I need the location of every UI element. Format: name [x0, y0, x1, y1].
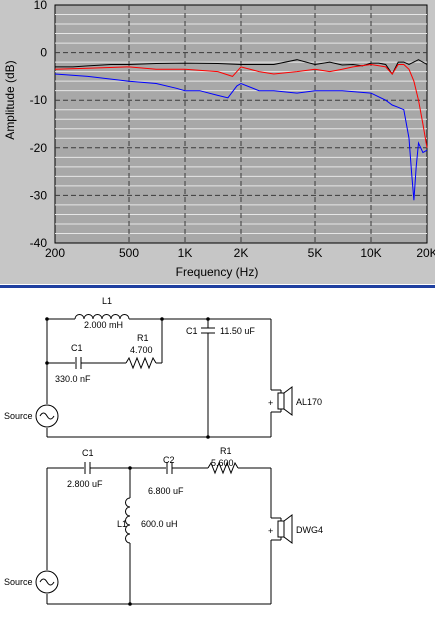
bottom-L1-inductor	[125, 497, 131, 544]
bottom-R1-resistor	[207, 461, 239, 475]
y-tick-label: -20	[30, 141, 48, 155]
plot-area	[54, 4, 428, 244]
top-speaker-plus: +	[268, 398, 273, 408]
top-R1-value: 4.700	[130, 345, 153, 355]
series-line-2	[54, 63, 428, 148]
y-tick-label: -10	[30, 93, 48, 107]
bottom-R1-value: 5.600	[211, 458, 234, 468]
y-tick-label: -30	[30, 188, 48, 202]
top-L1-name: L1	[102, 296, 112, 306]
grid-lines	[55, 5, 427, 243]
junction-dots	[45, 317, 210, 606]
bottom-R1-name: R1	[220, 446, 232, 456]
top-L1-inductor	[74, 314, 130, 320]
bottom-source-label: Source	[4, 577, 33, 587]
bottom-C2-value: 6.800 uF	[148, 486, 184, 496]
y-tick-label: -40	[30, 236, 48, 250]
frequency-response-chart: 200 500 1K 2K 5K 10K 20K 10 0 -10 -20 -30 -40 Freque…	[3, 0, 435, 279]
top-C1a-name: C1	[71, 343, 83, 353]
x-tick-label: 500	[119, 246, 139, 260]
top-C1a-value: 330.0 nF	[55, 374, 91, 384]
series-lines	[54, 59, 428, 201]
x-axis-label: Frequency (Hz)	[176, 265, 259, 279]
panel-divider	[0, 285, 435, 288]
top-speaker-label: AL170	[296, 397, 322, 407]
bottom-L1-name: L1	[117, 519, 127, 529]
x-tick-label: 2K	[234, 246, 249, 260]
bottom-C1-name: C1	[82, 448, 94, 458]
y-tick-label: 0	[40, 46, 47, 60]
x-tick-label: 5K	[308, 246, 323, 260]
top-C1b-value: 11.50 uF	[220, 326, 255, 336]
bottom-C2-name: C2	[163, 455, 175, 465]
tick-labels: 200 500 1K 2K 5K 10K 20K 10 0 -10 -20 -30 -40	[30, 0, 435, 260]
y-tick-label: 10	[34, 0, 48, 12]
top-source-icon	[35, 404, 59, 428]
bottom-L1-value: 600.0 uH	[141, 519, 178, 529]
bottom-source-icon	[35, 570, 59, 594]
bottom-speaker-icon	[271, 514, 293, 544]
crossover-schematic: L1 2.000 mH R1 4.700 C1 330.0 nF C1 11.5…	[4, 296, 323, 606]
crossover-schematic-panel: L1 2.000 mH R1 4.700 C1 330.0 nF C1 11.5…	[0, 288, 435, 636]
series-line-1	[55, 59, 428, 75]
x-tick-label: 20K	[416, 246, 435, 260]
frequency-response-panel: 200 500 1K 2K 5K 10K 20K 10 0 -10 -20 -30 -40 Freque…	[0, 0, 435, 284]
top-R1-name: R1	[137, 333, 149, 343]
y-axis-label: Amplitude (dB)	[3, 60, 17, 139]
top-L1-value: 2.000 mH	[84, 320, 123, 330]
top-speaker-icon	[271, 386, 293, 416]
x-tick-label: 10K	[360, 246, 381, 260]
top-source-label: Source	[4, 411, 33, 421]
x-tick-label: 200	[45, 246, 65, 260]
bottom-speaker-label: DWG4	[296, 525, 323, 535]
series-line-3	[54, 73, 428, 201]
top-R1-resistor	[125, 356, 157, 370]
bottom-C1-value: 2.800 uF	[67, 479, 103, 489]
x-tick-label: 1K	[178, 246, 193, 260]
top-C1b-name: C1	[186, 326, 198, 336]
bottom-speaker-plus: +	[268, 526, 273, 536]
